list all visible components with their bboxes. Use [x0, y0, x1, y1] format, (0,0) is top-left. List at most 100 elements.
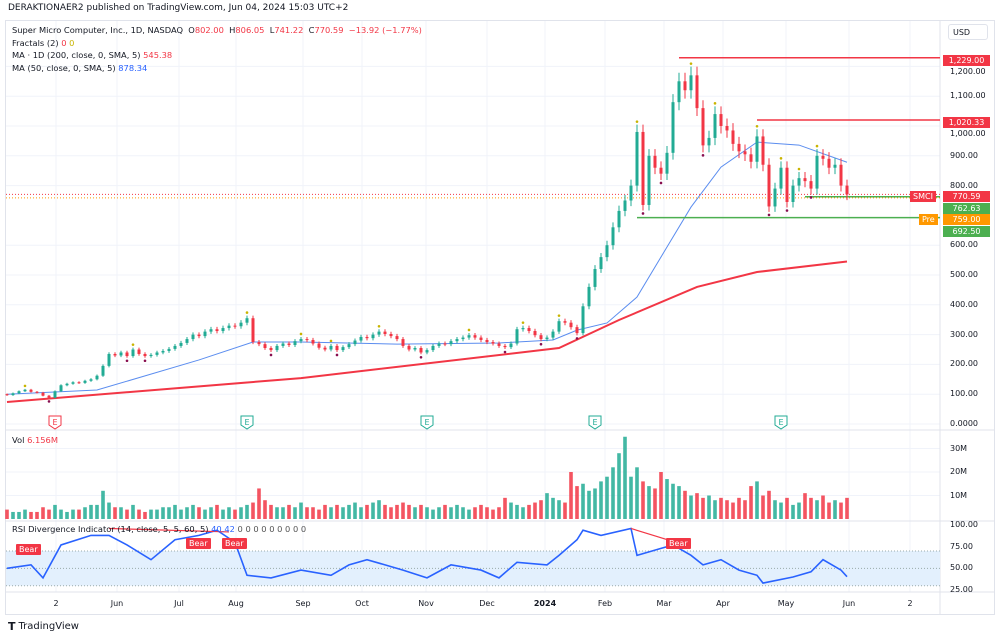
candle — [377, 331, 381, 335]
candle — [503, 345, 507, 348]
candle — [491, 342, 495, 344]
candle — [23, 389, 27, 392]
fractal-up-marker — [245, 311, 249, 314]
candle — [599, 257, 603, 270]
bear-divergence-label: Bear — [666, 538, 691, 549]
volume-bar — [617, 453, 621, 519]
fractals-row[interactable]: Fractals (2) 0 0 — [12, 37, 422, 50]
candle — [143, 353, 147, 357]
time-tick: Jun — [842, 599, 856, 608]
earnings-marker: E — [588, 415, 602, 430]
ma50-row[interactable]: MA (50, close, 0, SMA, 5) 878.34 — [12, 62, 422, 75]
fractal-down-marker — [809, 196, 813, 199]
volume-bar — [797, 502, 801, 519]
volume-bar — [83, 507, 87, 519]
volume-bar — [215, 504, 219, 519]
volume-bar — [371, 502, 375, 519]
volume-bar — [593, 488, 597, 519]
candle — [761, 136, 765, 165]
candle — [791, 185, 795, 202]
rsi-tick: 75.00 — [950, 541, 973, 551]
candle — [683, 81, 687, 91]
fractal-down-marker — [575, 337, 579, 340]
volume-bar — [269, 504, 273, 519]
symbol-tag: SMCI — [910, 191, 936, 202]
candle — [185, 339, 189, 343]
candle — [65, 383, 69, 386]
fractal-down-marker — [335, 353, 339, 357]
earnings-icon — [588, 415, 602, 430]
volume-bar — [713, 500, 717, 519]
earnings-icon — [240, 415, 254, 430]
candle — [437, 343, 441, 346]
volume-bar — [125, 509, 129, 519]
candle — [713, 114, 717, 138]
volume-legend[interactable]: Vol 6.156M — [12, 435, 58, 445]
candle — [467, 335, 471, 338]
volume-bar — [167, 507, 171, 519]
rsi-legend[interactable]: RSI Divergence Indicator (14, close, 5, … — [12, 524, 306, 535]
candle — [677, 81, 681, 103]
candle — [245, 318, 249, 323]
volume-bar — [461, 507, 465, 519]
volume-bar — [155, 509, 159, 519]
volume-bar — [491, 509, 495, 519]
candle — [275, 345, 279, 351]
volume-value: 6.156M — [27, 435, 58, 445]
candle — [539, 335, 543, 340]
candle — [287, 343, 291, 346]
volume-bar — [407, 504, 411, 519]
volume-bar — [455, 504, 459, 519]
high-label: H — [229, 25, 236, 35]
candle — [719, 114, 723, 126]
volume-bar — [665, 479, 669, 519]
earnings-marker: E — [420, 415, 434, 430]
candle — [797, 178, 801, 186]
rsi-tick: 100.00 — [950, 520, 978, 529]
candle — [311, 339, 315, 344]
volume-bar — [437, 507, 441, 519]
price-tick: 900.00 — [950, 150, 978, 160]
fractal-up-marker — [779, 157, 783, 160]
candle — [293, 341, 297, 346]
volume-bar — [365, 504, 369, 519]
candle — [269, 348, 273, 351]
volume-bar — [137, 509, 141, 519]
volume-bar — [767, 490, 771, 519]
volume-bar — [317, 509, 321, 519]
volume-bar — [725, 500, 729, 519]
candle — [521, 328, 525, 330]
volume-bar — [419, 504, 423, 519]
candle — [485, 339, 489, 343]
tradingview-logo[interactable]: 𝗧 TradingView — [8, 620, 79, 633]
ma200-row[interactable]: MA · 1D (200, close, 0, SMA, 5) 545.38 — [12, 49, 422, 62]
volume-bar — [791, 504, 795, 519]
symbol-row[interactable]: Super Micro Computer, Inc., 1D, NASDAQ O… — [12, 24, 422, 37]
volume-bar — [515, 504, 519, 519]
volume-bar — [221, 509, 225, 519]
time-tick: 2 — [53, 599, 59, 608]
earnings-icon — [420, 415, 434, 430]
currency-button[interactable]: USD — [948, 24, 988, 40]
candle — [707, 137, 711, 146]
volume-bar — [71, 509, 75, 519]
open-label: O — [188, 25, 195, 35]
price-tick: 500.00 — [950, 270, 978, 279]
earnings-letter: E — [244, 418, 249, 427]
candle — [743, 151, 747, 155]
candle — [53, 391, 57, 398]
rsi-line — [6, 527, 848, 584]
ma200-line — [6, 260, 848, 403]
candle — [449, 341, 453, 345]
volume-bar — [701, 497, 705, 519]
volume-bar — [77, 509, 81, 519]
earnings-letter: E — [778, 418, 783, 427]
candle — [323, 347, 327, 350]
fractal-down-marker — [143, 359, 147, 363]
volume-bar — [503, 497, 507, 519]
volume-bar — [5, 509, 9, 519]
volume-label: Vol — [12, 435, 25, 445]
ma200-label: MA · 1D (200, close, 0, SMA, 5) — [12, 50, 141, 60]
level-label-1020: 1,020.33 — [943, 117, 990, 128]
